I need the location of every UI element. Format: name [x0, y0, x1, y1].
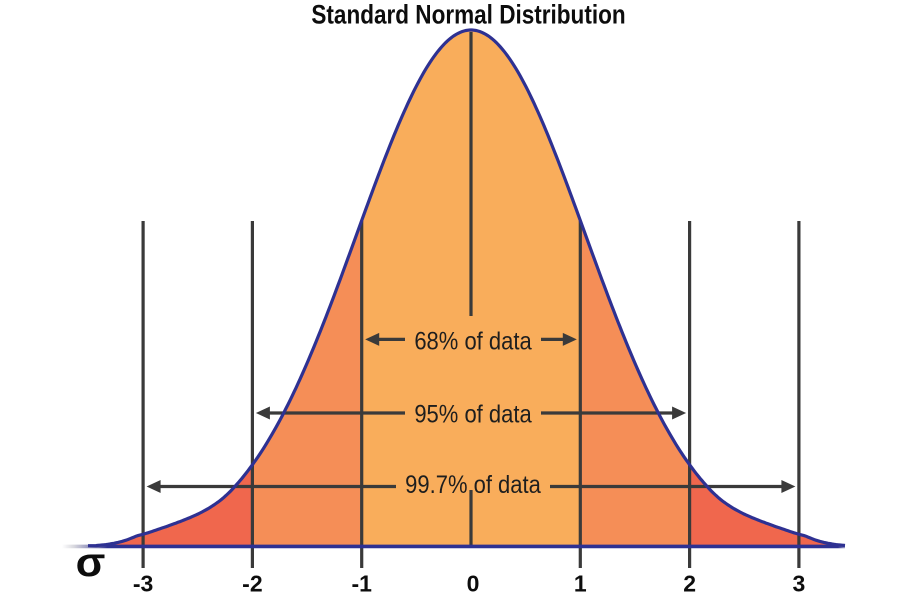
svg-text:Standard Normal Distribution: Standard Normal Distribution [311, 0, 625, 30]
svg-text:0: 0 [467, 571, 480, 597]
svg-text:68% of data: 68% of data [414, 327, 532, 355]
svg-text:2: 2 [683, 571, 696, 597]
svg-text:95% of data: 95% of data [414, 400, 532, 428]
svg-text:-2: -2 [242, 571, 262, 597]
svg-text:-3: -3 [133, 571, 153, 597]
svg-text:99.7% of data: 99.7% of data [405, 471, 542, 499]
svg-text:3: 3 [793, 571, 806, 597]
svg-text:-1: -1 [351, 571, 372, 597]
svg-text:1: 1 [574, 571, 587, 597]
svg-text:σ: σ [76, 539, 106, 585]
